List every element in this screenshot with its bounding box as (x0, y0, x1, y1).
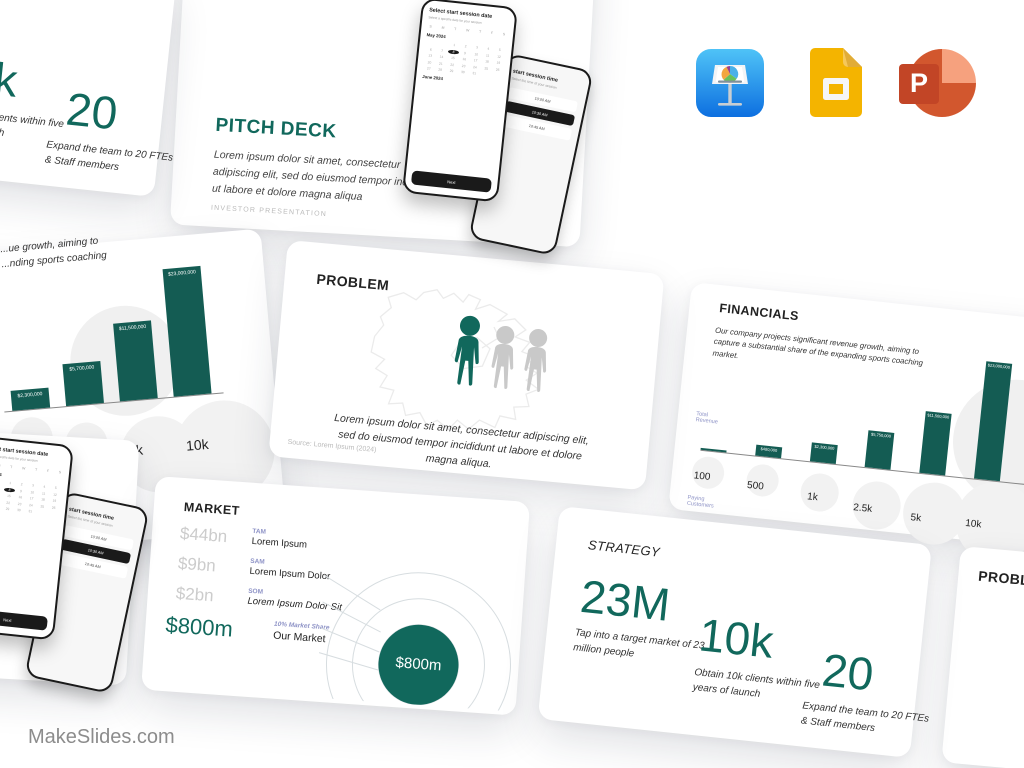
svg-text:$800m: $800m (395, 654, 442, 674)
svg-text:P: P (910, 68, 928, 98)
